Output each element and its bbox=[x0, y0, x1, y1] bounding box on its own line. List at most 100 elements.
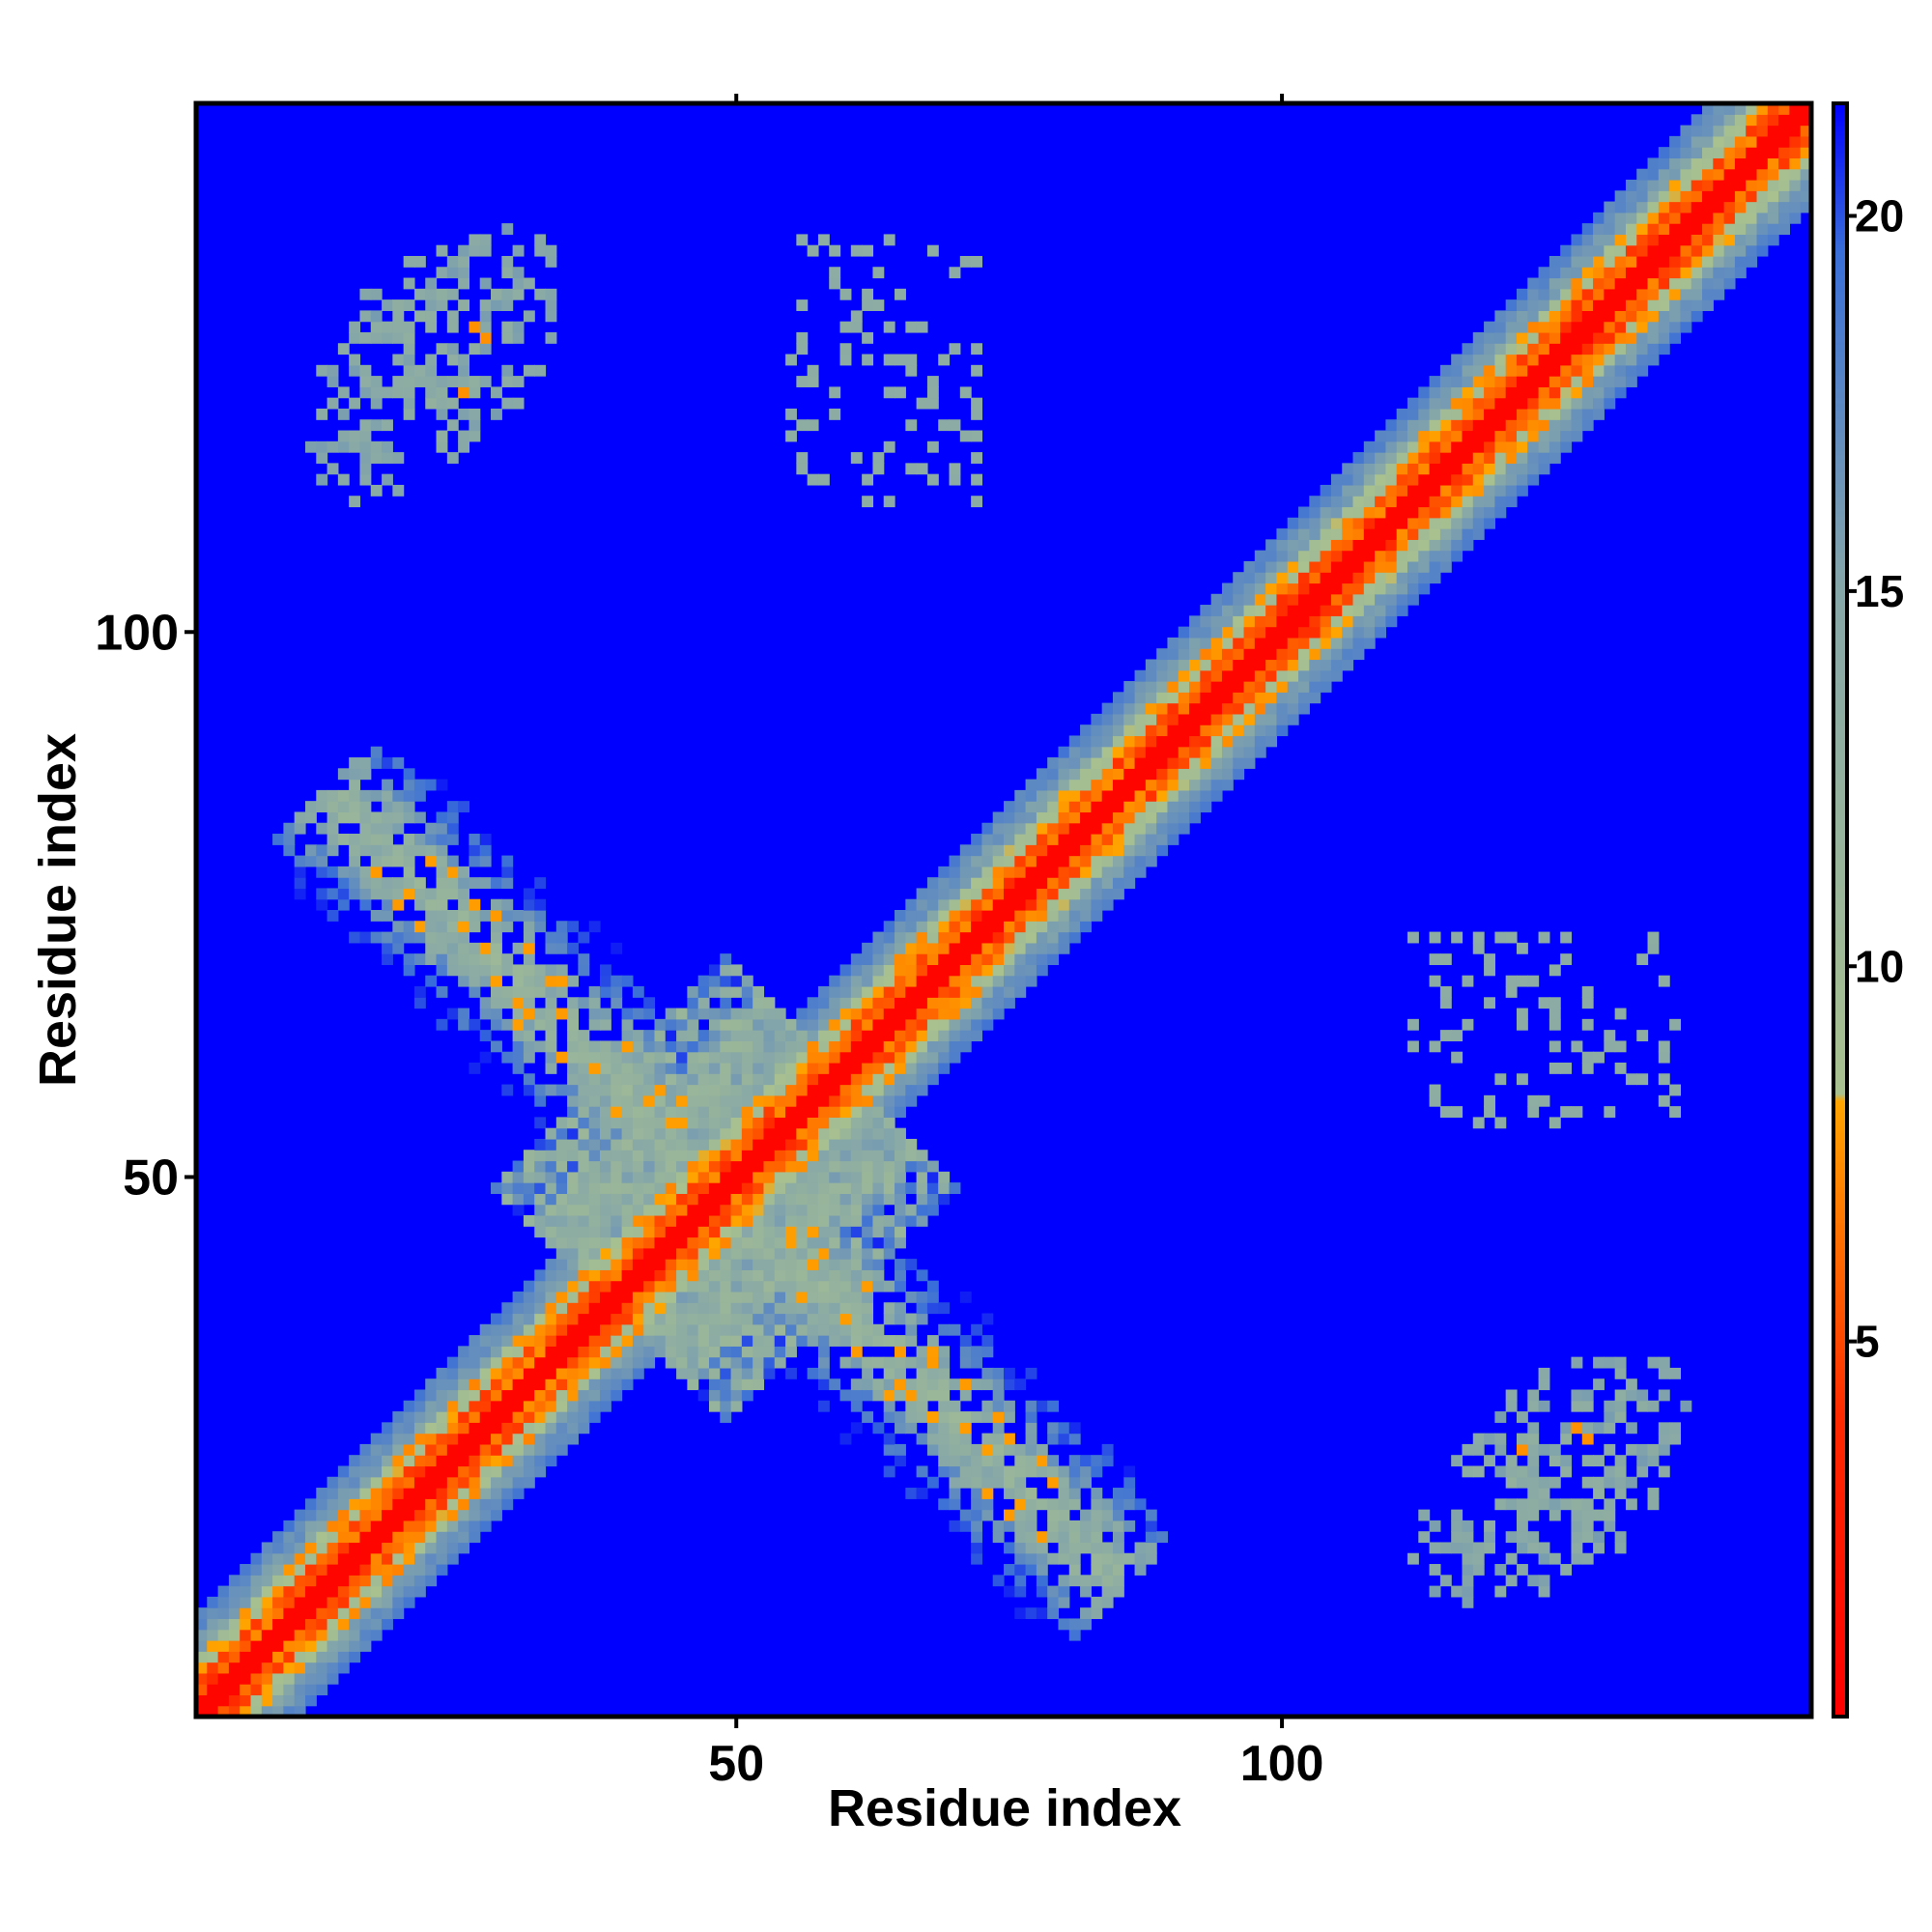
heatmap-cell bbox=[1101, 801, 1114, 813]
heatmap-cell bbox=[1068, 1629, 1081, 1641]
heatmap-cell bbox=[938, 1367, 951, 1379]
y-tick-label: 50 bbox=[123, 1150, 179, 1206]
heatmap-cell bbox=[1396, 550, 1408, 562]
heatmap-cell bbox=[1058, 866, 1070, 878]
heatmap-cell bbox=[304, 1542, 317, 1554]
heatmap-cell bbox=[523, 277, 535, 290]
heatmap-cell bbox=[1418, 506, 1431, 519]
heatmap-cell bbox=[676, 1302, 688, 1315]
heatmap-cell bbox=[1276, 593, 1289, 606]
heatmap-cell bbox=[643, 1051, 656, 1064]
heatmap-cell bbox=[1101, 866, 1114, 878]
heatmap-cell bbox=[1210, 692, 1223, 704]
heatmap-cell bbox=[687, 1236, 699, 1249]
heatmap-cell bbox=[708, 1117, 721, 1129]
heatmap-cell bbox=[567, 1204, 580, 1216]
heatmap-cell bbox=[1516, 1018, 1528, 1031]
heatmap-cell bbox=[1647, 1455, 1660, 1467]
heatmap-cell bbox=[501, 1389, 514, 1402]
heatmap-cell bbox=[327, 364, 339, 377]
heatmap-cell bbox=[1320, 528, 1332, 540]
heatmap-cell bbox=[491, 1433, 502, 1445]
heatmap-cell bbox=[1091, 1552, 1103, 1565]
heatmap-cell bbox=[1080, 1585, 1092, 1598]
heatmap-cell bbox=[1418, 473, 1431, 486]
heatmap-cell bbox=[1516, 331, 1528, 344]
heatmap-cell bbox=[1320, 681, 1332, 693]
heatmap-cell bbox=[294, 1705, 306, 1718]
heatmap-cell bbox=[1636, 244, 1649, 257]
heatmap-cell bbox=[1669, 1106, 1682, 1118]
heatmap-cell bbox=[1320, 484, 1332, 497]
heatmap-cell bbox=[1418, 397, 1431, 410]
heatmap-cell bbox=[1614, 1367, 1627, 1379]
heatmap-cell bbox=[272, 1607, 284, 1620]
heatmap-cell bbox=[403, 1564, 415, 1576]
heatmap-cell bbox=[1210, 768, 1223, 781]
heatmap-cell bbox=[1636, 190, 1649, 203]
heatmap-cell bbox=[250, 1640, 263, 1652]
heatmap-cell bbox=[545, 1335, 557, 1347]
heatmap-cell bbox=[654, 1138, 667, 1151]
heatmap-cell bbox=[1309, 637, 1321, 649]
heatmap-cell bbox=[1068, 746, 1081, 758]
heatmap-cell bbox=[458, 1542, 470, 1554]
heatmap-cell bbox=[501, 953, 514, 966]
heatmap-cell bbox=[971, 888, 983, 900]
heatmap-cell bbox=[217, 1607, 230, 1620]
heatmap-cell bbox=[1484, 440, 1495, 453]
heatmap-cell bbox=[458, 898, 470, 911]
heatmap-cell bbox=[1112, 789, 1124, 802]
heatmap-cell bbox=[1123, 877, 1136, 890]
heatmap-cell bbox=[316, 844, 328, 857]
heatmap-cell bbox=[272, 1618, 284, 1631]
heatmap-cell bbox=[534, 1367, 547, 1379]
heatmap-cell bbox=[895, 386, 906, 399]
heatmap-cell bbox=[425, 1443, 438, 1456]
heatmap-cell bbox=[1560, 331, 1573, 344]
heatmap-cell bbox=[938, 1378, 951, 1391]
heatmap-cell bbox=[392, 1465, 405, 1478]
heatmap-cell bbox=[850, 1127, 863, 1140]
heatmap-cell bbox=[621, 1356, 634, 1369]
heatmap-cell bbox=[643, 1040, 656, 1053]
heatmap-cell bbox=[523, 1193, 535, 1206]
heatmap-cell bbox=[872, 1117, 885, 1129]
heatmap-cell bbox=[981, 1443, 994, 1456]
heatmap-cell bbox=[403, 953, 415, 966]
heatmap-cell bbox=[316, 1531, 328, 1544]
heatmap-cell bbox=[905, 1400, 918, 1412]
heatmap-cell bbox=[654, 1214, 667, 1227]
heatmap-cell bbox=[1516, 376, 1528, 387]
heatmap-cell bbox=[839, 288, 852, 300]
heatmap-cell bbox=[370, 386, 383, 399]
heatmap-cell bbox=[567, 1018, 580, 1031]
heatmap-cell bbox=[1593, 299, 1605, 311]
heatmap-cell bbox=[1571, 419, 1583, 432]
heatmap-cell bbox=[1702, 179, 1714, 191]
heatmap-cell bbox=[512, 1313, 525, 1325]
heatmap-cell bbox=[327, 1629, 339, 1641]
heatmap-cell bbox=[1254, 746, 1266, 758]
heatmap-cell bbox=[413, 1520, 426, 1532]
heatmap-cell bbox=[1560, 277, 1573, 290]
heatmap-cell bbox=[753, 1084, 765, 1096]
heatmap-cell bbox=[1789, 147, 1802, 159]
heatmap-cell bbox=[1145, 834, 1157, 845]
heatmap-cell bbox=[1221, 724, 1234, 737]
heatmap-cell bbox=[555, 1313, 568, 1325]
heatmap-cell bbox=[382, 789, 393, 802]
heatmap-cell bbox=[1462, 1552, 1474, 1565]
heatmap-cell bbox=[959, 1008, 972, 1020]
heatmap-cell bbox=[403, 1509, 415, 1521]
heatmap-cell bbox=[469, 844, 481, 857]
heatmap-cell bbox=[382, 1443, 393, 1456]
heatmap-cell bbox=[862, 1030, 874, 1041]
heatmap-cell bbox=[304, 1498, 317, 1511]
heatmap-cell bbox=[981, 1509, 994, 1521]
heatmap-cell bbox=[1080, 724, 1092, 737]
heatmap-cell bbox=[403, 779, 415, 791]
heatmap-cell bbox=[829, 1204, 841, 1216]
heatmap-cell bbox=[1669, 157, 1682, 170]
heatmap-cell bbox=[1778, 223, 1791, 235]
